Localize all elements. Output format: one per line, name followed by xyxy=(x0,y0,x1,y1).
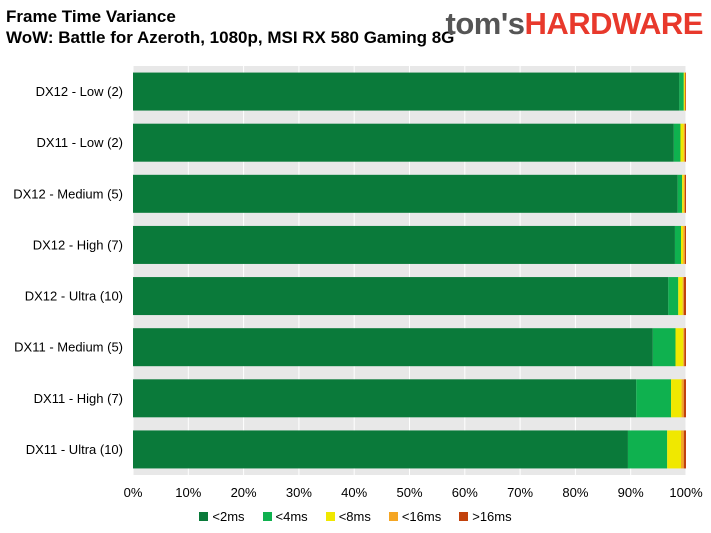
y-tick-label: DX11 - Medium (5) xyxy=(14,340,123,355)
bar-segment xyxy=(683,174,685,213)
bar-segment xyxy=(682,174,684,213)
x-tick-label: 90% xyxy=(618,485,644,500)
bar-segment xyxy=(133,430,628,469)
bar-segment xyxy=(667,430,682,469)
bar-segment xyxy=(668,277,679,316)
bar-segment xyxy=(133,379,637,418)
x-tick-label: 10% xyxy=(175,485,201,500)
bars xyxy=(133,72,686,469)
bar-segment xyxy=(683,328,685,367)
x-tick-label: 30% xyxy=(286,485,312,500)
bar-segment xyxy=(673,123,681,162)
bar-segment xyxy=(683,225,685,264)
y-tick-label: DX11 - High (7) xyxy=(34,391,123,406)
bar-group xyxy=(133,379,686,418)
bar-group xyxy=(133,123,686,162)
bar-segment xyxy=(679,72,684,111)
x-tick-label: 100% xyxy=(669,485,703,500)
bar-segment xyxy=(682,277,684,316)
legend-label: <2ms xyxy=(212,509,245,524)
y-tick-label: DX12 - Low (2) xyxy=(36,84,123,99)
bar-segment xyxy=(671,379,682,418)
bar-segment xyxy=(677,174,683,213)
y-axis-labels: DX12 - Low (2) DX11 - Low (2) DX12 - Mediu… xyxy=(13,84,123,457)
y-tick-label: DX11 - Ultra (10) xyxy=(26,442,123,457)
bar-segment xyxy=(684,225,686,264)
logo-text-part2: HARDWARE xyxy=(524,6,703,41)
chart-title: Frame Time Variance WoW: Battle for Azer… xyxy=(6,6,454,48)
bar-segment xyxy=(683,430,686,469)
x-tick-label: 0% xyxy=(124,485,143,500)
bar-segment xyxy=(684,72,686,111)
bar-segment xyxy=(681,379,684,418)
legend-label: <4ms xyxy=(275,509,308,524)
bar-segment xyxy=(133,328,653,367)
legend-item: <16ms xyxy=(388,509,442,524)
brand-logo: tom'sHARDWARE xyxy=(446,4,704,44)
y-tick-label: DX12 - High (7) xyxy=(33,237,123,252)
legend-swatch xyxy=(325,512,335,521)
bar-segment xyxy=(133,225,675,264)
legend-item: <2ms xyxy=(199,509,245,524)
bar-segment xyxy=(652,328,676,367)
x-tick-label: 20% xyxy=(231,485,257,500)
legend-swatch xyxy=(388,512,398,521)
bar-segment xyxy=(678,277,683,316)
bar-segment xyxy=(683,277,686,316)
bar-group xyxy=(133,277,686,316)
x-axis-labels: 0% 10% 20% 30% 40% 50% 60% 70% 80% 90% 100% xyxy=(124,485,703,500)
legend-item: <8ms xyxy=(325,509,371,524)
legend-label: <16ms xyxy=(401,509,442,524)
bar-group xyxy=(133,430,686,469)
legend-item: <4ms xyxy=(262,509,308,524)
bar-segment xyxy=(685,72,686,111)
bar-segment xyxy=(133,123,674,162)
bar-segment xyxy=(684,123,686,162)
legend-swatch xyxy=(199,512,209,521)
bar-segment xyxy=(133,174,678,213)
legend-item: >16ms xyxy=(459,509,512,524)
chart-title-line2: WoW: Battle for Azeroth, 1080p, MSI RX 5… xyxy=(6,28,455,47)
x-tick-label: 70% xyxy=(507,485,533,500)
x-tick-label: 60% xyxy=(452,485,478,500)
bar-group xyxy=(133,328,686,367)
legend-swatch xyxy=(262,512,272,521)
bar-segment xyxy=(683,72,685,111)
bar-segment xyxy=(684,328,686,367)
bar-segment xyxy=(681,225,684,264)
bar-group xyxy=(133,174,686,213)
legend: <2ms <4ms <8ms <16ms >16ms xyxy=(0,509,711,524)
bar-segment xyxy=(627,430,668,469)
x-tick-label: 50% xyxy=(396,485,422,500)
legend-label: <8ms xyxy=(338,509,371,524)
bar-segment xyxy=(674,225,682,264)
y-tick-label: DX11 - Low (2) xyxy=(37,135,123,150)
bar-segment xyxy=(683,379,686,418)
bar-segment xyxy=(680,123,684,162)
chart-title-line1: Frame Time Variance xyxy=(6,7,176,26)
bar-group xyxy=(133,225,686,264)
x-tick-label: 80% xyxy=(562,485,588,500)
legend-swatch xyxy=(459,512,469,521)
bar-segment xyxy=(681,430,684,469)
y-tick-label: DX12 - Medium (5) xyxy=(13,186,123,201)
bar-segment xyxy=(133,277,669,316)
bar-segment xyxy=(684,174,686,213)
logo-text-part1: tom's xyxy=(445,6,525,41)
bar-group xyxy=(133,72,686,111)
x-tick-label: 40% xyxy=(341,485,367,500)
bar-segment xyxy=(636,379,672,418)
bar-segment xyxy=(675,328,684,367)
legend-label: >16ms xyxy=(472,509,512,524)
bar-segment xyxy=(133,72,680,111)
bar-segment xyxy=(683,123,685,162)
y-tick-label: DX12 - Ultra (10) xyxy=(25,289,123,304)
